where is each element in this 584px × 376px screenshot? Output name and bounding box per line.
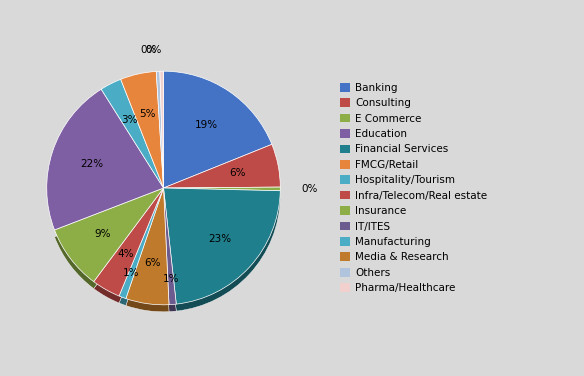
Wedge shape xyxy=(54,195,164,289)
Wedge shape xyxy=(93,188,164,296)
Text: 6%: 6% xyxy=(230,168,246,178)
Text: 9%: 9% xyxy=(95,229,112,239)
Wedge shape xyxy=(164,195,176,312)
Wedge shape xyxy=(93,195,164,303)
Wedge shape xyxy=(119,195,164,306)
Wedge shape xyxy=(160,71,164,188)
Legend: Banking, Consulting, E Commerce, Education, Financial Services, FMCG/Retail, Hos: Banking, Consulting, E Commerce, Educati… xyxy=(339,83,487,293)
Wedge shape xyxy=(121,71,164,188)
Wedge shape xyxy=(164,188,280,304)
Wedge shape xyxy=(126,195,169,312)
Text: 3%: 3% xyxy=(121,115,137,125)
Wedge shape xyxy=(164,144,280,188)
Text: 1%: 1% xyxy=(162,274,179,284)
Wedge shape xyxy=(164,195,280,311)
Text: 0%: 0% xyxy=(141,45,157,55)
Text: 0%: 0% xyxy=(145,45,161,55)
Text: 5%: 5% xyxy=(139,109,155,119)
Wedge shape xyxy=(119,188,164,299)
Text: 4%: 4% xyxy=(118,249,134,259)
Wedge shape xyxy=(164,187,280,191)
Text: 6%: 6% xyxy=(145,258,161,268)
Text: 0%: 0% xyxy=(301,184,318,194)
Wedge shape xyxy=(54,188,164,282)
Wedge shape xyxy=(164,188,176,305)
Wedge shape xyxy=(157,71,164,188)
Text: 23%: 23% xyxy=(208,234,231,244)
Wedge shape xyxy=(164,71,272,188)
Wedge shape xyxy=(47,89,164,230)
Wedge shape xyxy=(101,79,164,188)
Text: 1%: 1% xyxy=(123,268,140,278)
Wedge shape xyxy=(164,194,280,198)
Wedge shape xyxy=(126,188,169,305)
Text: 22%: 22% xyxy=(80,159,103,169)
Text: 19%: 19% xyxy=(194,120,218,130)
